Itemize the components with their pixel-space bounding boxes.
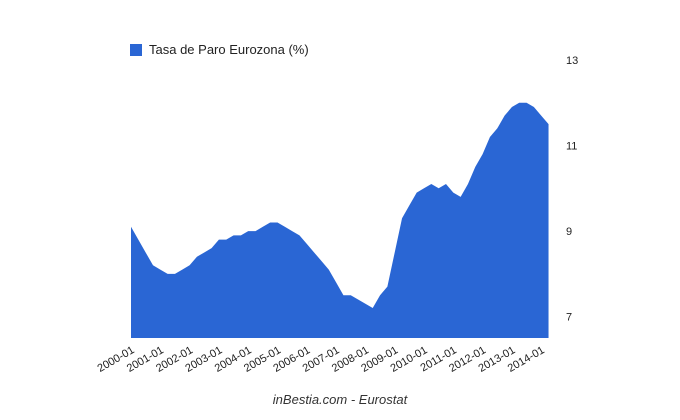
y-tick-label: 13 [566, 55, 578, 67]
caption: inBestia.com - Eurostat [273, 392, 409, 407]
y-tick-label: 9 [566, 226, 572, 238]
area [131, 102, 549, 339]
legend-swatch [130, 44, 142, 56]
legend-label: Tasa de Paro Eurozona (%) [149, 42, 309, 57]
y-tick-label: 11 [566, 141, 577, 153]
y-tick-label: 7 [566, 312, 572, 324]
